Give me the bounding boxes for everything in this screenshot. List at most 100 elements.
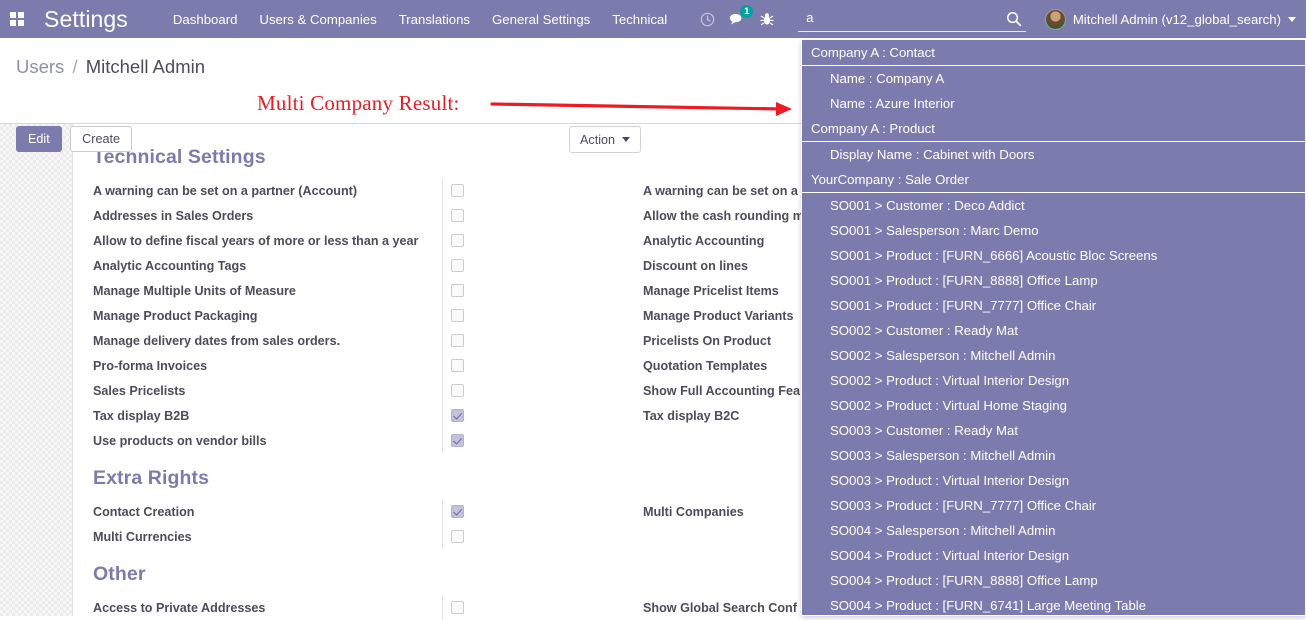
user-avatar: [1044, 8, 1066, 30]
menu-item-users-and-companies[interactable]: Users & Companies: [259, 11, 377, 27]
global-search-box[interactable]: [798, 6, 1027, 32]
apps-grid-icon[interactable]: [0, 0, 34, 38]
setting-checkbox[interactable]: [451, 409, 464, 422]
setting-row: Manage Product Packaging: [93, 303, 643, 328]
setting-row: A warning can be set on a partner (Accou…: [93, 178, 643, 203]
setting-label: Show Global Search Conf: [643, 600, 797, 615]
setting-row: Contact Creation: [93, 499, 643, 524]
user-name-label: Mitchell Admin (v12_global_search): [1072, 11, 1281, 27]
setting-checkbox[interactable]: [451, 530, 464, 543]
chevron-down-icon: [622, 137, 631, 142]
setting-label: Analytic Accounting: [643, 233, 765, 248]
breadcrumb-current: Mitchell Admin: [85, 56, 205, 77]
setting-checkbox[interactable]: [451, 309, 464, 322]
result-group-header: Company A : Product: [802, 116, 1305, 142]
result-item[interactable]: SO004 > Product : [FURN_8888] Office Lam…: [830, 573, 1098, 588]
result-item[interactable]: SO001 > Customer : Deco Addict: [830, 198, 1025, 213]
result-item[interactable]: SO001 > Salesperson : Marc Demo: [830, 223, 1039, 238]
result-item[interactable]: SO001 > Product : [FURN_6666] Acoustic B…: [830, 248, 1158, 263]
result-item[interactable]: SO003 > Product : Virtual Interior Desig…: [830, 473, 1070, 488]
main-menu: Dashboard Users & Companies Translations…: [162, 0, 678, 38]
setting-label: Discount on lines: [643, 258, 748, 273]
breadcrumb: Users / Mitchell Admin: [16, 56, 205, 78]
setting-label: Manage delivery dates from sales orders.: [93, 333, 341, 348]
setting-checkbox[interactable]: [451, 184, 464, 197]
setting-label: Contact Creation: [93, 504, 195, 519]
setting-label: Use products on vendor bills: [93, 433, 267, 448]
setting-row: A warning can be set on a: [643, 178, 1193, 203]
setting-row: Pricelists On Product: [643, 328, 1193, 353]
menu-item-technical[interactable]: Technical: [612, 11, 668, 27]
setting-row: Allow to define fiscal years of more or …: [93, 228, 643, 253]
global-search-input[interactable]: [798, 10, 989, 27]
result-item[interactable]: SO002 > Product : Virtual Home Staging: [830, 398, 1067, 413]
setting-row: Analytic Accounting: [643, 228, 1193, 253]
setting-label: Show Full Accounting Fea: [643, 383, 800, 398]
setting-checkbox[interactable]: [451, 359, 464, 372]
section-extra-rights: Extra Rights Contact Creation Multi Curr…: [93, 467, 1306, 549]
action-dropdown-button[interactable]: Action: [569, 126, 642, 153]
setting-checkbox[interactable]: [451, 259, 464, 272]
setting-label: Manage Product Packaging: [93, 308, 258, 323]
messages-chat-icon[interactable]: 1: [722, 0, 754, 38]
setting-row: Allow the cash rounding m: [643, 203, 1193, 228]
result-item[interactable]: SO003 > Customer : Ready Mat: [830, 423, 1019, 438]
setting-checkbox[interactable]: [451, 209, 464, 222]
result-item[interactable]: Name : Azure Interior: [830, 96, 955, 111]
setting-row: Show Full Accounting Fea: [643, 378, 1193, 403]
setting-checkbox[interactable]: [451, 505, 464, 518]
search-icon[interactable]: [1006, 11, 1026, 27]
result-item[interactable]: SO001 > Product : [FURN_8888] Office Lam…: [830, 273, 1098, 288]
setting-label: Pricelists On Product: [643, 333, 772, 348]
setting-label: Addresses in Sales Orders: [93, 208, 254, 223]
create-button[interactable]: Create: [70, 126, 132, 152]
setting-row: Discount on lines: [643, 253, 1193, 278]
setting-checkbox[interactable]: [451, 434, 464, 447]
setting-row: Addresses in Sales Orders: [93, 203, 643, 228]
result-item[interactable]: SO003 > Product : [FURN_7777] Office Cha…: [830, 498, 1097, 513]
user-menu[interactable]: Mitchell Admin (v12_global_search): [1044, 8, 1296, 30]
system-icons: 1: [692, 0, 782, 38]
result-item[interactable]: SO002 > Product : Virtual Interior Desig…: [830, 373, 1070, 388]
debug-bug-icon[interactable]: [752, 0, 782, 38]
annotation-text: Multi Company Result:: [257, 91, 460, 115]
result-item[interactable]: SO004 > Salesperson : Mitchell Admin: [830, 523, 1056, 538]
result-item[interactable]: SO004 > Product : [FURN_6741] Large Meet…: [830, 598, 1147, 613]
setting-checkbox[interactable]: [451, 284, 464, 297]
global-search-results-dropdown: Company A : Contact Name : Company A Nam…: [801, 40, 1306, 616]
result-item[interactable]: SO002 > Customer : Ready Mat: [830, 323, 1019, 338]
setting-label: Manage Pricelist Items: [643, 283, 779, 298]
setting-checkbox[interactable]: [451, 334, 464, 347]
chevron-down-icon: [1288, 16, 1296, 22]
menu-item-general-settings[interactable]: General Settings: [492, 11, 591, 27]
result-group-header: YourCompany : Sale Order: [802, 167, 1305, 193]
menu-item-dashboard[interactable]: Dashboard: [172, 11, 238, 27]
app-brand-title[interactable]: Settings: [44, 5, 128, 32]
menu-item-translations[interactable]: Translations: [398, 11, 471, 27]
result-item[interactable]: SO001 > Product : [FURN_7777] Office Cha…: [830, 298, 1097, 313]
setting-row: Tax display B2B: [93, 403, 643, 428]
setting-label: Allow to define fiscal years of more or …: [93, 233, 419, 248]
result-item[interactable]: SO004 > Product : Virtual Interior Desig…: [830, 548, 1070, 563]
result-item[interactable]: Name : Company A: [830, 71, 945, 86]
action-label: Action: [580, 132, 616, 147]
activity-clock-icon[interactable]: [692, 0, 722, 38]
setting-checkbox[interactable]: [451, 601, 464, 614]
setting-row: Sales Pricelists: [93, 378, 643, 403]
result-item[interactable]: Display Name : Cabinet with Doors: [830, 147, 1035, 162]
result-item[interactable]: SO002 > Salesperson : Mitchell Admin: [830, 348, 1056, 363]
breadcrumb-users[interactable]: Users: [16, 56, 65, 77]
setting-label: A warning can be set on a partner (Accou…: [93, 183, 358, 198]
setting-row: Tax display B2C: [643, 403, 1193, 428]
setting-checkbox[interactable]: [451, 234, 464, 247]
section-other: Other Access to Private Addresses: [93, 563, 1306, 620]
setting-row: Use products on vendor bills: [93, 428, 643, 453]
settings-column-right: Multi Companies: [643, 499, 1193, 549]
edit-button[interactable]: Edit: [16, 126, 62, 152]
record-buttons: Edit Create: [16, 126, 132, 152]
messages-count-badge: 1: [740, 5, 754, 18]
setting-checkbox[interactable]: [451, 384, 464, 397]
settings-column-left: Access to Private Addresses: [93, 595, 643, 620]
result-item[interactable]: SO003 > Salesperson : Mitchell Admin: [830, 448, 1056, 463]
setting-label: Access to Private Addresses: [93, 600, 266, 615]
